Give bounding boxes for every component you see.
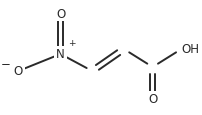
Text: O: O	[56, 7, 65, 20]
Text: −: −	[1, 58, 11, 71]
Text: N: N	[56, 48, 65, 61]
Text: +: +	[68, 39, 76, 48]
Text: O: O	[148, 93, 157, 106]
Text: OH: OH	[181, 43, 199, 56]
Text: O: O	[14, 65, 23, 78]
